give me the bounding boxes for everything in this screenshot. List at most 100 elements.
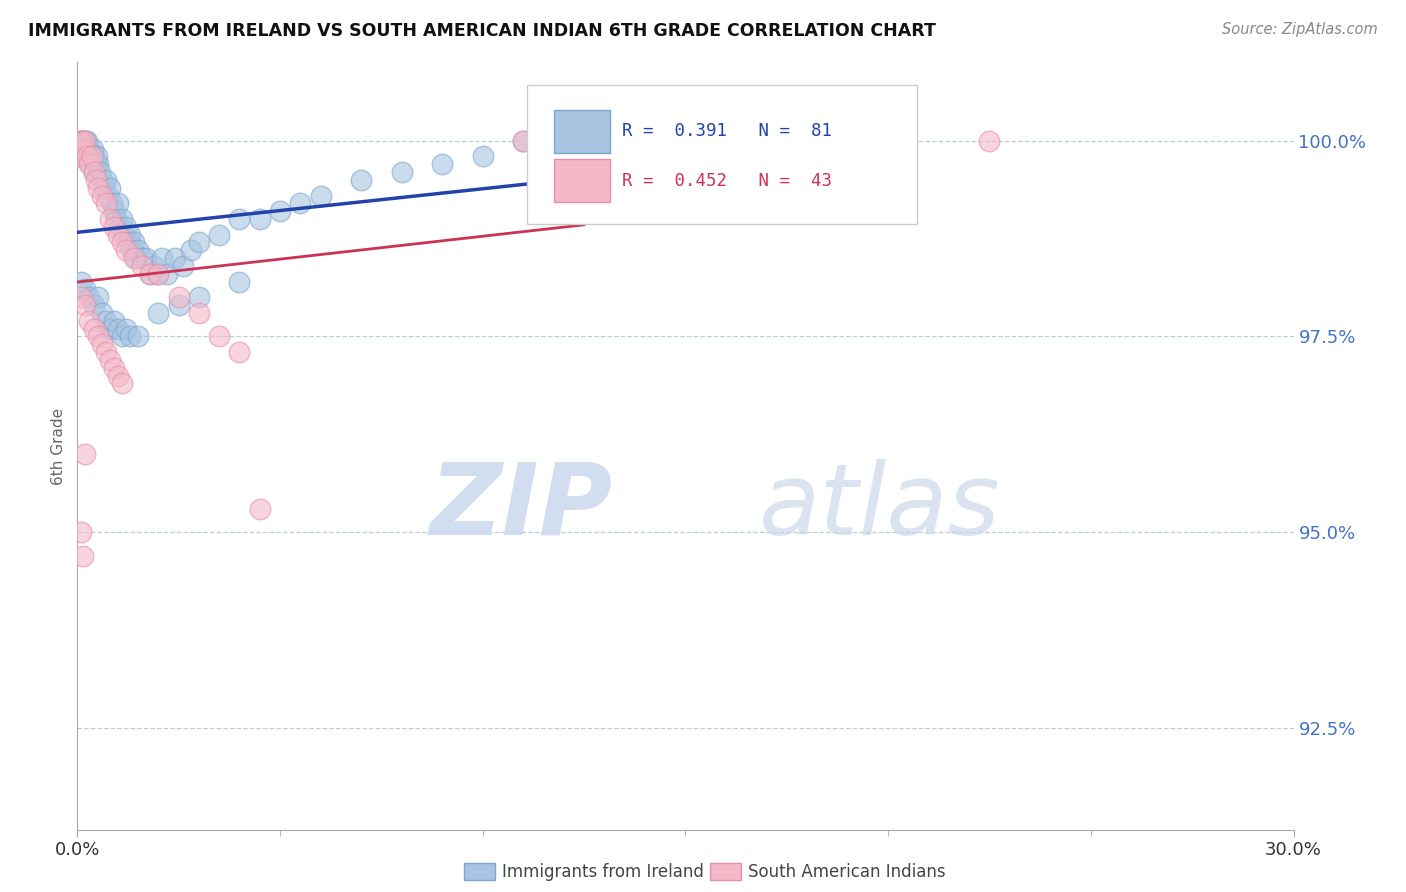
Point xyxy=(76,149,98,163)
Point xyxy=(104,212,127,227)
Point xyxy=(72,142,94,156)
Point xyxy=(90,306,112,320)
Point xyxy=(131,259,153,273)
FancyBboxPatch shape xyxy=(554,110,610,153)
Point xyxy=(69,142,91,156)
Point xyxy=(83,149,105,163)
Point xyxy=(86,157,108,171)
Point xyxy=(86,149,108,163)
Point xyxy=(512,134,534,148)
Point xyxy=(98,180,121,194)
Point xyxy=(107,321,129,335)
Point xyxy=(67,149,90,163)
Text: ZIP: ZIP xyxy=(429,458,613,556)
Point xyxy=(269,204,291,219)
Point xyxy=(84,173,107,187)
Point xyxy=(131,251,153,265)
Point xyxy=(112,227,135,242)
Point xyxy=(391,165,413,179)
Point xyxy=(90,337,112,351)
Point xyxy=(127,244,149,258)
Point xyxy=(121,244,143,258)
Point xyxy=(93,180,115,194)
Point xyxy=(98,212,121,227)
Point xyxy=(75,134,97,148)
Point xyxy=(155,267,177,281)
Point xyxy=(115,321,138,335)
FancyBboxPatch shape xyxy=(554,159,610,202)
Point xyxy=(72,134,94,148)
Point xyxy=(208,227,231,242)
Point xyxy=(72,549,94,563)
Point xyxy=(67,149,90,163)
Point xyxy=(94,314,117,328)
Point xyxy=(290,196,312,211)
Point xyxy=(90,188,112,202)
Point xyxy=(180,244,202,258)
Point xyxy=(94,345,117,359)
Point xyxy=(98,321,121,335)
Point xyxy=(122,251,145,265)
Point xyxy=(70,134,93,148)
Point xyxy=(103,219,125,234)
Point xyxy=(107,196,129,211)
Point xyxy=(73,134,96,148)
Point xyxy=(139,267,162,281)
Point xyxy=(103,360,125,375)
Point xyxy=(118,329,141,343)
Point xyxy=(107,227,129,242)
Point xyxy=(86,329,108,343)
Point xyxy=(98,352,121,367)
Point xyxy=(75,134,97,148)
Point xyxy=(148,267,170,281)
Point xyxy=(79,142,101,156)
Point xyxy=(188,306,211,320)
Point xyxy=(135,251,157,265)
Y-axis label: 6th Grade: 6th Grade xyxy=(51,408,66,484)
Point xyxy=(115,244,138,258)
Point xyxy=(108,219,131,234)
Text: Source: ZipAtlas.com: Source: ZipAtlas.com xyxy=(1222,22,1378,37)
Point xyxy=(83,298,105,312)
Point xyxy=(70,290,93,304)
Point xyxy=(97,188,120,202)
Point xyxy=(101,196,124,211)
Point xyxy=(118,227,141,242)
Point xyxy=(115,219,138,234)
Point xyxy=(94,173,117,187)
Point xyxy=(75,282,97,296)
FancyBboxPatch shape xyxy=(527,86,917,224)
Point xyxy=(127,329,149,343)
Point xyxy=(80,149,103,163)
Point xyxy=(83,165,105,179)
Point xyxy=(167,298,190,312)
Point xyxy=(512,134,534,148)
Text: South American Indians: South American Indians xyxy=(748,863,946,881)
Point xyxy=(76,134,98,148)
Point xyxy=(228,345,250,359)
Point xyxy=(139,267,162,281)
Point xyxy=(167,290,190,304)
Point xyxy=(111,376,134,391)
Point xyxy=(107,368,129,383)
Point xyxy=(83,165,105,179)
Point xyxy=(430,157,453,171)
Point xyxy=(69,134,91,148)
Point xyxy=(350,173,373,187)
Point xyxy=(75,447,97,461)
Point xyxy=(208,329,231,343)
Point xyxy=(309,188,332,202)
Point xyxy=(86,290,108,304)
Point xyxy=(148,306,170,320)
Point xyxy=(188,290,211,304)
Point xyxy=(86,180,108,194)
Point xyxy=(553,134,575,148)
Point xyxy=(111,235,134,250)
Point xyxy=(79,290,101,304)
Point xyxy=(90,173,112,187)
Point xyxy=(75,298,97,312)
Point xyxy=(188,235,211,250)
Point xyxy=(152,251,174,265)
Point xyxy=(103,314,125,328)
Point xyxy=(103,204,125,219)
